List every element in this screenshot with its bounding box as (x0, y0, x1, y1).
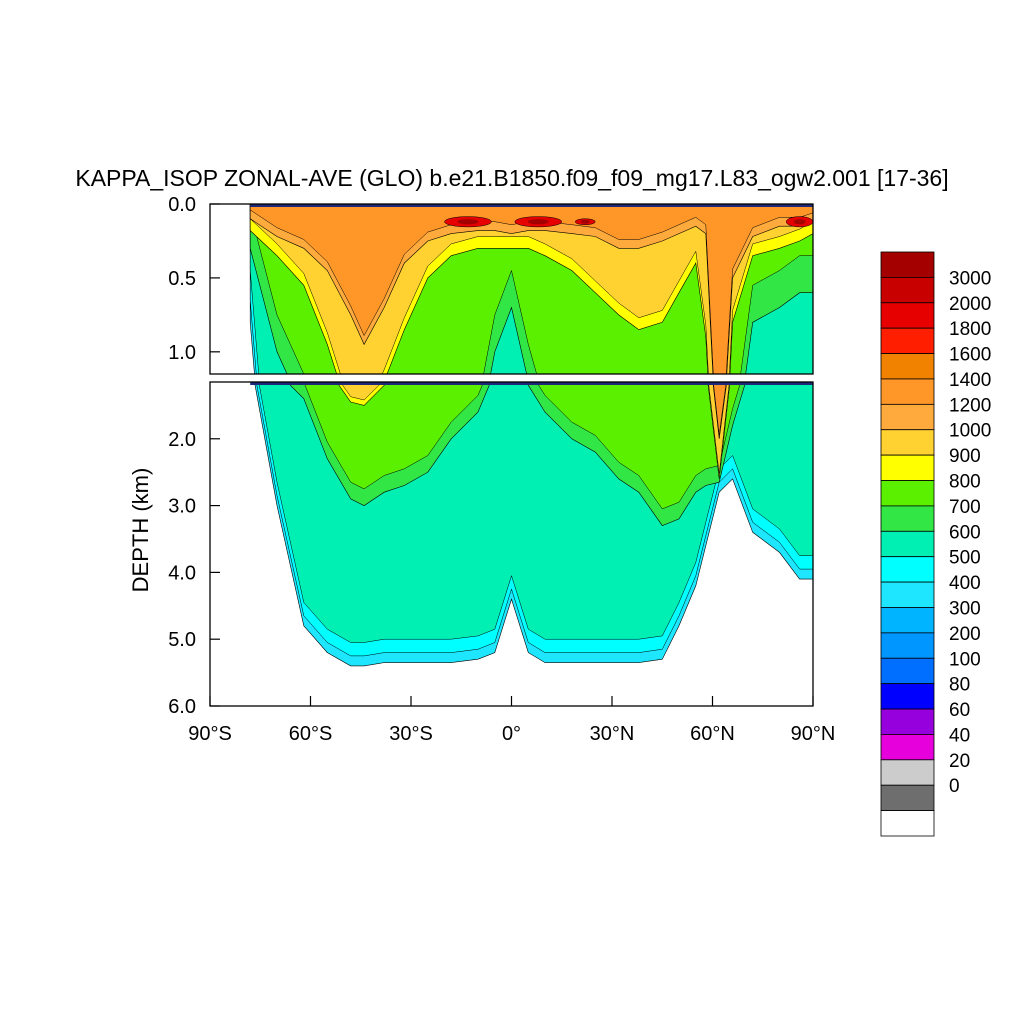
colorbar-label-15: 100 (949, 649, 981, 670)
colorbar-box-9 (880, 480, 935, 507)
lower-900-band (340, 382, 730, 474)
upper-ytick-label-0: 0.0 (168, 194, 196, 216)
colorbar-box-0 (880, 251, 935, 278)
xtick-label-5: 60°N (690, 723, 735, 745)
chart-title: KAPPA_ISOP ZONAL-AVE (GLO) b.e21.B1850.f… (75, 165, 949, 191)
colorbar-box-10 (880, 505, 935, 532)
colorbar-label-8: 800 (949, 472, 981, 493)
upper-dark-core-1 (527, 219, 549, 225)
upper-panel-field (249, 204, 813, 374)
colorbar-label-6: 1000 (949, 421, 991, 442)
colorbar-box-11 (880, 530, 935, 558)
upper-dark-core-2 (580, 219, 590, 224)
colorbar-box-2 (880, 302, 935, 329)
colorbar-label-20: 0 (949, 776, 960, 797)
colorbar-box-1 (880, 276, 935, 304)
xtick-label-4: 30°N (590, 723, 635, 745)
colorbar-box-15 (880, 632, 935, 659)
colorbar-label-4: 1400 (949, 370, 991, 391)
colorbar-label-12: 400 (949, 573, 981, 594)
colorbar-box-8 (880, 454, 935, 481)
colorbar-label-14: 200 (949, 624, 981, 645)
colorbar-box-13 (880, 581, 935, 608)
lower-ytick-label-4: 6.0 (168, 696, 196, 718)
lower-surface-layer (250, 382, 813, 385)
colorbar-label-13: 300 (949, 598, 981, 619)
colorbar-label-11: 500 (949, 548, 981, 569)
colorbar-label-2: 1800 (949, 319, 991, 340)
upper-surface-layer (250, 204, 813, 207)
colorbar-box-3 (880, 327, 935, 354)
lower-700-band (303, 382, 741, 510)
colorbar-box-16 (880, 657, 935, 685)
colorbar-label-17: 60 (949, 700, 970, 721)
colorbar-label-1: 2000 (949, 294, 991, 315)
colorbar-label-0: 3000 (949, 268, 991, 289)
upper-dark-core-3 (793, 219, 806, 225)
colorbar-box-20 (880, 759, 935, 786)
upper-dark-core-0 (457, 219, 479, 225)
colorbar-box-21 (880, 784, 935, 812)
lower-panel-field (250, 382, 813, 667)
colorbar-label-19: 20 (949, 751, 970, 772)
upper-panel-frame (209, 203, 814, 375)
colorbar-box-7 (880, 429, 935, 456)
colorbar-box-22 (880, 810, 935, 837)
colorbar-box-14 (880, 607, 935, 634)
colorbar-box-17 (880, 683, 935, 710)
colorbar-label-16: 80 (949, 675, 970, 696)
lower-ytick-label-2: 4.0 (168, 562, 196, 584)
colorbar-box-5 (880, 378, 935, 405)
lower-ytick-label-1: 3.0 (168, 496, 196, 518)
lower-ytick-label-0: 2.0 (168, 429, 196, 451)
colorbar-box-4 (880, 353, 935, 380)
colorbar-box-12 (880, 556, 935, 583)
xtick-label-3: 0° (502, 723, 521, 745)
xtick-label-0: 90°S (188, 723, 232, 745)
lower-1200-band (713, 382, 727, 435)
xtick-label-2: 30°S (389, 723, 433, 745)
colorbar-label-18: 40 (949, 725, 970, 746)
xtick-label-6: 90°N (791, 723, 836, 745)
upper-ytick-label-2: 1.0 (168, 342, 196, 364)
colorbar-label-10: 600 (949, 522, 981, 543)
colorbar-label-5: 1200 (949, 395, 991, 416)
colorbar-box-6 (880, 403, 935, 431)
colorbar-label-3: 1600 (949, 345, 991, 366)
colorbar-label-7: 900 (949, 446, 981, 467)
upper-ytick-label-1: 0.5 (168, 268, 196, 290)
colorbar-box-19 (880, 734, 935, 761)
lower-ytick-label-3: 5.0 (168, 629, 196, 651)
xtick-label-1: 60°S (289, 723, 333, 745)
lower-800-band (336, 382, 731, 479)
colorbar-label-9: 700 (949, 497, 981, 518)
colorbar-box-18 (880, 708, 935, 735)
